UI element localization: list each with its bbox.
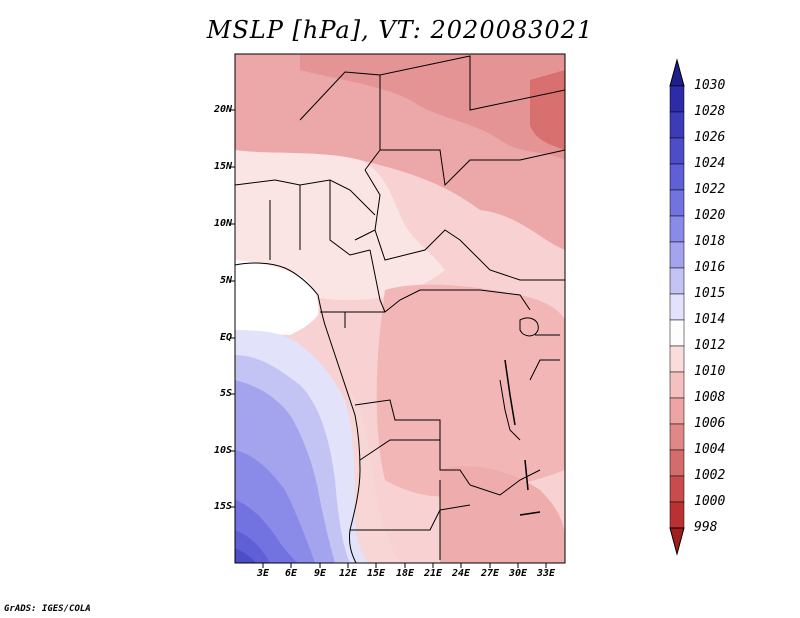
colorbar-segment	[669, 85, 685, 113]
colorbar-label: 998	[694, 520, 718, 535]
colorbar-arrow-top	[669, 58, 685, 87]
lat-label-eq: EQ	[219, 332, 232, 343]
lat-label-5s: 5S	[219, 388, 232, 399]
colorbar-segment	[669, 475, 685, 503]
lon-ticks	[262, 563, 547, 568]
colorbar-label: 1016	[694, 260, 726, 275]
lake-victoria	[519, 317, 539, 337]
country-borders	[235, 55, 565, 560]
lat-label-5n: 5N	[219, 275, 232, 286]
colorbar-label: 1002	[694, 468, 726, 483]
colorbar-label: 1010	[694, 364, 726, 379]
colorbar-segment	[669, 267, 685, 295]
colorbar-segment	[669, 371, 685, 399]
lat-ticks	[230, 109, 235, 508]
lat-label-20n: 20N	[213, 104, 232, 115]
colorbar-label: 1014	[694, 312, 726, 327]
colorbar-segment	[669, 423, 685, 451]
lat-label-10n: 10N	[213, 218, 232, 229]
lon-label-27e: 27E	[480, 568, 500, 579]
colorbar-label: 1022	[694, 182, 726, 197]
colorbar-segment	[669, 137, 685, 165]
colorbar-label: 1030	[694, 78, 726, 93]
colorbar-arrow-bottom	[669, 527, 685, 556]
colorbar-label: 1026	[694, 130, 726, 145]
pressure-zone-southeast	[440, 466, 565, 563]
colorbar	[669, 58, 685, 556]
colorbar-label: 1015	[694, 286, 726, 301]
colorbar-segment	[669, 501, 685, 529]
lat-label-15n: 15N	[213, 161, 232, 172]
colorbar-segment	[669, 397, 685, 425]
colorbar-segment	[669, 189, 685, 217]
lon-label-6e: 6E	[284, 568, 298, 579]
colorbar-segment	[669, 449, 685, 477]
colorbar-label: 1012	[694, 338, 726, 353]
colorbar-segment	[669, 293, 685, 321]
lon-label-30e: 30E	[508, 568, 528, 579]
lon-label-9e: 9E	[313, 568, 327, 579]
pressure-zone-north-deep	[300, 54, 565, 160]
lon-label-3e: 3E	[256, 568, 270, 579]
pressure-zone-congo	[376, 284, 565, 497]
colorbar-label: 1024	[694, 156, 726, 171]
colorbar-label: 1008	[694, 390, 726, 405]
map-title: MSLP [hPa], VT: 2020083021	[206, 16, 594, 44]
lat-label-10s: 10S	[213, 445, 232, 456]
colorbar-segment	[669, 163, 685, 191]
map-border	[234, 53, 566, 564]
lake-tanganyika	[504, 359, 516, 426]
colorbar-segment	[669, 345, 685, 373]
pressure-zone-south-light	[350, 390, 400, 563]
lon-label-33e: 33E	[536, 568, 556, 579]
pressure-zone-northeast-low	[530, 70, 565, 150]
lat-label-15s: 15S	[213, 501, 232, 512]
colorbar-segment	[669, 215, 685, 243]
colorbar-segment	[669, 241, 685, 269]
grads-credit: GrADS: IGES/COLA	[4, 604, 91, 614]
lon-label-24e: 24E	[451, 568, 471, 579]
lon-label-15e: 15E	[366, 568, 386, 579]
pressure-zone-sahel	[235, 150, 445, 300]
colorbar-segment	[669, 319, 685, 347]
colorbar-label: 1018	[694, 234, 726, 249]
colorbar-label: 1006	[694, 416, 726, 431]
coastline	[234, 262, 361, 564]
colorbar-label: 1004	[694, 442, 726, 457]
colorbar-label: 1000	[694, 494, 726, 509]
lon-label-18e: 18E	[395, 568, 415, 579]
colorbar-label: 1020	[694, 208, 726, 223]
lon-label-12e: 12E	[338, 568, 358, 579]
lon-label-21e: 21E	[423, 568, 443, 579]
colorbar-segment	[669, 111, 685, 139]
lake-kariba	[519, 511, 541, 516]
pressure-zone-ocean-1026	[235, 548, 256, 563]
colorbar-label: 1028	[694, 104, 726, 119]
pressure-zone-gulf	[235, 260, 319, 335]
lake-malawi	[524, 459, 529, 491]
